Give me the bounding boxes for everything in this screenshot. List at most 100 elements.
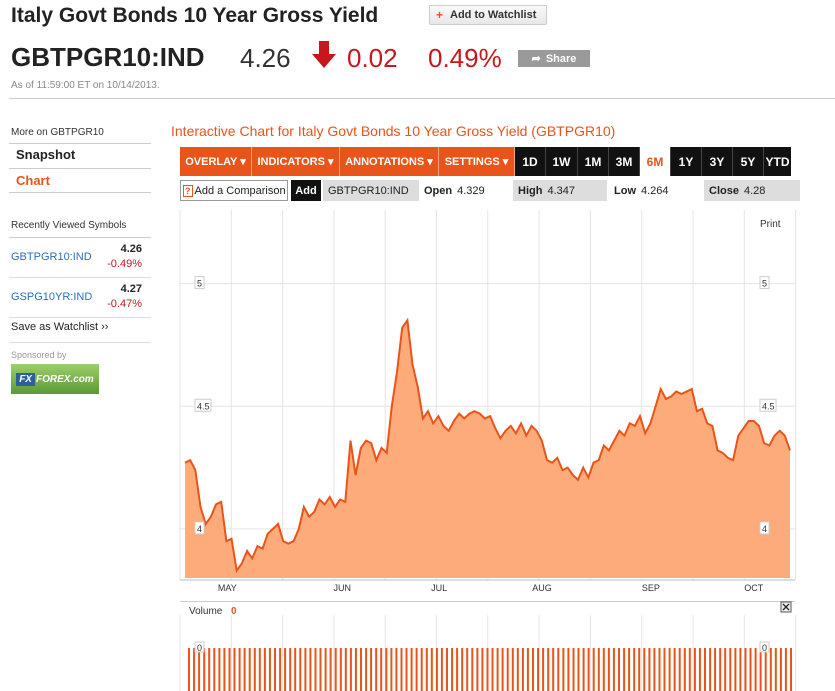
header-divider [9,98,835,99]
add-comparison-button[interactable]: Add [291,180,321,201]
volume-bar [248,648,251,691]
volume-bar [471,648,474,691]
y-tick-box [759,521,770,535]
save-as-watchlist-link[interactable]: Save as Watchlist ›› [11,321,109,333]
add-to-watchlist-button[interactable]: + Add to Watchlist [429,5,547,25]
volume-bar [486,648,489,691]
sidebar-more-on: More on GBTPGR10 [11,127,104,138]
volume-bars [188,648,792,691]
volume-zero-tick-right: 0 [759,641,770,653]
sponsor-logo[interactable]: FX FOREX.com [11,364,99,394]
range-6m[interactable]: 6M [640,147,671,176]
help-icon[interactable]: ? [183,184,193,197]
stat-high-value: 4.347 [547,184,575,197]
volume-bar [349,648,352,691]
volume-bar [678,648,681,691]
volume-bar [208,648,211,691]
sidebar-item-snapshot[interactable]: Snapshot [16,147,76,162]
sponsor-logo-text: FOREX.com [35,373,94,385]
list-divider [9,342,151,343]
range-ytd[interactable]: YTD [764,147,791,176]
overlay-menu[interactable]: OVERLAY ▾ [180,147,252,176]
y-tick-box [194,276,205,290]
volume-bar [253,648,256,691]
volume-bar [618,648,620,691]
volume-bar [729,648,732,691]
range-1d[interactable]: 1D [515,147,546,176]
volume-bar [456,648,459,691]
share-arrow-icon: ➦ [531,53,541,65]
volume-close-icon[interactable] [780,601,792,613]
ticker-symbol: GBTPGR10:IND [11,42,205,72]
volume-bar [274,648,276,691]
volume-bar [314,648,317,691]
volume-bar [344,648,347,691]
range-3m[interactable]: 3M [609,147,640,176]
volume-zero-label-right: 0 [762,643,767,653]
volume-bar [319,648,322,691]
volume-bar [233,648,236,691]
stat-low-label: Low [614,184,636,197]
volume-bar [395,648,398,691]
x-axis-labels: MAY JUN JUL AUG SEP OCT [218,583,764,593]
volume-bar [481,648,484,691]
volume-bar [213,648,216,691]
volume-bar [238,648,241,691]
y-tick-label: 4.5 [762,401,775,411]
y-tick-label: 4 [762,524,767,534]
volume-bar [218,648,221,691]
volume-bar [324,648,327,691]
volume-value: 0 [231,606,237,617]
sidebar-nav [9,143,151,193]
print-link[interactable]: Print [760,219,781,230]
recent-symbol-link[interactable]: GSPG10YR:IND [11,291,93,303]
y-tick-label: 4 [197,524,202,534]
volume-bar [511,648,514,691]
volume-bar [516,648,519,691]
annotations-menu[interactable]: ANNOTATIONS ▾ [340,147,439,176]
stat-close: Close 4.28 [704,180,800,201]
range-1y[interactable]: 1Y [671,147,702,176]
volume-bar [754,648,757,691]
volume-bar [339,648,342,691]
x-tick-label: OCT [744,583,764,593]
volume-bar [410,648,413,691]
volume-bar [739,648,742,691]
y-tick-box [759,398,777,412]
volume-bar [587,648,590,691]
y-tick-label: 5 [197,279,202,289]
stat-high: High 4.347 [513,180,607,201]
volume-bar [228,648,231,691]
volume-bar [198,648,201,691]
volume-bar [501,648,504,691]
add-comparison-input[interactable]: ? Add a Comparison [180,180,288,201]
volume-zero-tick-left: 0 [194,641,205,653]
indicators-menu[interactable]: INDICATORS ▾ [252,147,340,176]
volume-bar [466,648,469,691]
range-1m[interactable]: 1M [578,147,609,176]
volume-bar [607,648,610,691]
volume-bar [365,648,368,691]
stat-close-value: 4.28 [743,184,766,197]
range-5y[interactable]: 5Y [733,147,764,176]
stat-high-label: High [518,184,543,197]
range-3y[interactable]: 3Y [702,147,733,176]
volume-bar [547,648,550,691]
stat-low: Low 4.264 [609,180,703,201]
recent-symbol-price: 4.27 [120,283,142,295]
volume-bar [698,648,701,691]
add-comparison-placeholder: Add a Comparison [194,184,286,197]
stat-low-value: 4.264 [641,184,669,197]
stat-open: Open 4.329 [419,180,511,201]
volume-bar [521,648,524,691]
recent-symbol-price: 4.26 [120,243,142,255]
settings-menu[interactable]: SETTINGS ▾ [439,147,515,176]
recent-symbol-link[interactable]: GBTPGR10:IND [11,251,92,263]
volume-bar [709,648,712,691]
range-1w[interactable]: 1W [546,147,578,176]
volume-bar [779,648,782,691]
sponsor-logo-mark: FX [16,372,35,386]
sidebar-item-chart[interactable]: Chart [16,173,50,188]
share-button[interactable]: ➦ Share [518,50,590,67]
